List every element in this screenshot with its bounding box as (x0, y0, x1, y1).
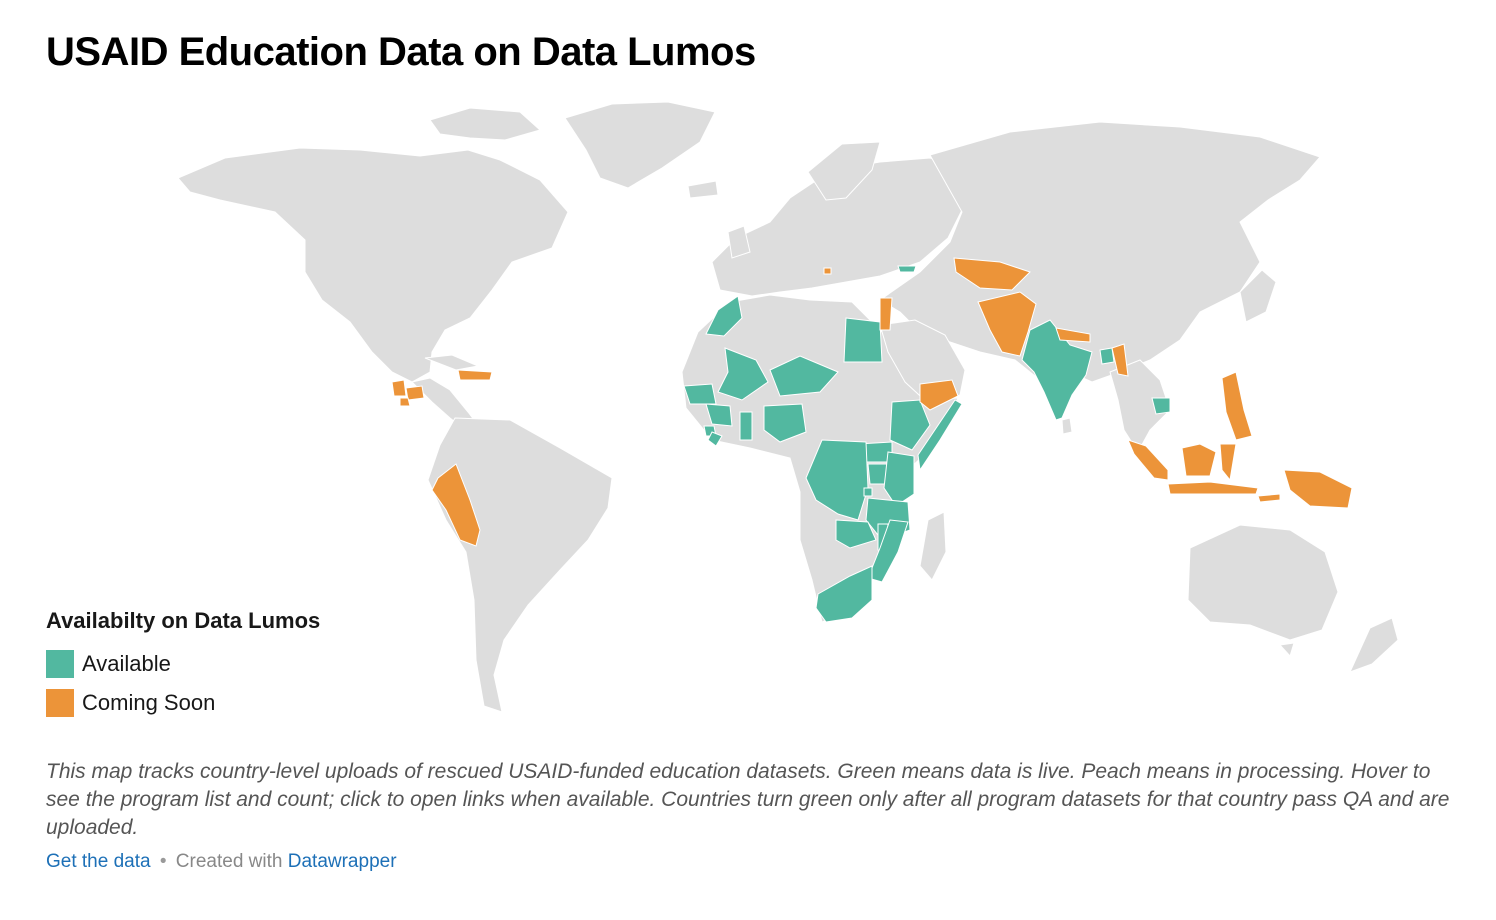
scandinavia (807, 141, 881, 201)
created-with-text: Created with (175, 851, 283, 872)
tasmania (1278, 642, 1295, 657)
country-el-salvador[interactable] (399, 397, 411, 407)
legend-label-available: Available (82, 650, 171, 676)
country-afghanistan-pakistan[interactable] (977, 291, 1037, 357)
country-dr-congo[interactable] (805, 439, 869, 521)
country-somalia[interactable] (917, 399, 963, 472)
country-kenya[interactable] (883, 451, 915, 507)
legend-label-coming-soon: Coming Soon (82, 689, 216, 715)
coming-soon-swatch (46, 688, 74, 717)
country-ethiopia[interactable] (889, 399, 931, 451)
available-swatch (46, 649, 74, 678)
country-niger[interactable] (769, 355, 839, 397)
country-papua[interactable] (1283, 469, 1353, 509)
country-rwanda[interactable] (863, 487, 873, 497)
country-indonesia-sumatra[interactable] (1127, 439, 1169, 481)
country-morocco[interactable] (705, 295, 743, 337)
country-bangladesh[interactable] (1099, 347, 1115, 365)
madagascar (919, 511, 947, 581)
south-america (427, 417, 613, 713)
country-honduras[interactable] (405, 385, 425, 401)
greenland (564, 101, 716, 189)
legend-item-available: Available (46, 644, 320, 683)
country-guinea[interactable] (705, 403, 733, 427)
country-liberia[interactable] (707, 431, 723, 447)
country-ghana[interactable] (739, 411, 753, 441)
country-georgia[interactable] (897, 265, 917, 273)
world-map (0, 95, 1496, 725)
country-guatemala[interactable] (391, 379, 407, 397)
country-south-africa[interactable] (815, 565, 873, 623)
country-mali[interactable] (717, 347, 769, 401)
se-asia (1109, 359, 1171, 453)
uk (727, 225, 751, 259)
country-peru[interactable] (431, 463, 481, 547)
japan (1239, 269, 1277, 323)
country-indonesia-borneo[interactable] (1181, 443, 1217, 477)
country-lebanon-jordan[interactable] (879, 297, 893, 331)
country-zambia[interactable] (835, 519, 877, 549)
country-indonesia-java[interactable] (1167, 481, 1259, 495)
country-mozambique[interactable] (867, 519, 909, 583)
iceland (687, 180, 719, 199)
world-map-svg (177, 101, 1399, 713)
country-central-asia[interactable] (953, 257, 1031, 291)
country-nigeria[interactable] (763, 403, 807, 443)
country-kosovo[interactable] (823, 267, 832, 275)
country-cambodia[interactable] (1151, 397, 1171, 415)
country-senegal[interactable] (683, 383, 717, 405)
country-yemen[interactable] (919, 379, 959, 411)
australia (1187, 524, 1339, 641)
legend-item-coming-soon: Coming Soon (46, 683, 320, 722)
north-america (177, 147, 569, 383)
map-legend: Availabilty on Data Lumos Available Comi… (46, 608, 320, 722)
legend-title: Availabilty on Data Lumos (46, 608, 321, 633)
datawrapper-link[interactable]: Datawrapper (287, 851, 397, 872)
map-title: USAID Education Data on Data Lumos (46, 30, 756, 74)
country-philippines[interactable] (1221, 371, 1253, 441)
footer-separator: • (159, 851, 167, 872)
coming-soon-layer (391, 257, 1353, 547)
country-haiti-dr[interactable] (457, 369, 493, 381)
get-data-link[interactable]: Get the data (46, 851, 151, 872)
country-nepal[interactable] (1055, 327, 1091, 343)
country-timor-leste[interactable] (1257, 493, 1281, 503)
country-egypt[interactable] (843, 317, 883, 363)
cuba (424, 354, 480, 371)
new-zealand (1349, 617, 1399, 673)
country-myanmar[interactable] (1111, 343, 1129, 377)
arctic-islands (429, 107, 542, 141)
footer: Get the data • Created with Datawrapper (46, 851, 397, 873)
sri-lanka (1061, 417, 1073, 435)
country-indonesia-sulawesi[interactable] (1219, 443, 1237, 482)
map-description: This map tracks country-level uploads of… (46, 760, 1450, 839)
available-layer (683, 265, 1171, 623)
